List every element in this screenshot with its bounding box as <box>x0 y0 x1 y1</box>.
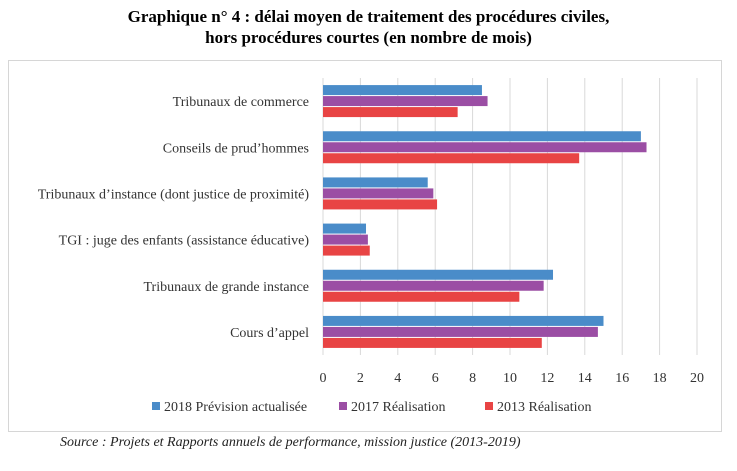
bar <box>323 315 604 326</box>
x-tick-label: 6 <box>432 371 439 386</box>
category-label: Tribunaux de commerce <box>173 95 309 110</box>
bar <box>323 326 598 337</box>
legend-swatch <box>152 402 160 410</box>
bars <box>323 85 647 348</box>
legend-label: 2017 Réalisation <box>351 400 446 415</box>
bar <box>323 234 368 245</box>
legend-label: 2013 Réalisation <box>497 400 592 415</box>
category-label: Tribunaux de grande instance <box>144 280 310 295</box>
source-note: Source : Projets et Rapports annuels de … <box>60 435 521 450</box>
category-label: Conseils de prud’hommes <box>163 141 309 156</box>
bar <box>323 85 482 96</box>
bar <box>323 245 370 256</box>
legend-swatch <box>339 402 347 410</box>
gridlines <box>322 78 698 355</box>
bar <box>323 188 434 199</box>
legend-swatch <box>485 402 493 410</box>
x-tick-label: 2 <box>357 371 364 386</box>
bar <box>323 131 641 142</box>
bar <box>323 269 554 280</box>
legend: 2018 Prévision actualisée 2017 Réalisatio… <box>152 400 592 415</box>
chart-title: Graphique n° 4 : délai moyen de traiteme… <box>0 6 737 48</box>
chart-title-line-1: Graphique n° 4 : délai moyen de traiteme… <box>127 7 610 26</box>
x-tick-label: 20 <box>690 371 704 386</box>
x-tick-label: 8 <box>469 371 476 386</box>
bar <box>323 142 647 153</box>
bar <box>323 177 428 188</box>
bar <box>323 337 542 348</box>
bar <box>323 96 488 107</box>
category-label: Cours d’appel <box>230 326 309 341</box>
x-tick-label: 18 <box>653 371 667 386</box>
x-tick-label: 16 <box>615 371 629 386</box>
x-tick-label: 10 <box>503 371 517 386</box>
category-labels: Tribunaux de commerce Conseils de prud’ho… <box>38 95 310 341</box>
category-label: Tribunaux d’instance (dont justice de pr… <box>38 187 310 202</box>
legend-label: 2018 Prévision actualisée <box>164 400 307 415</box>
bar <box>323 153 580 164</box>
category-label: TGI : juge des enfants (assistance éduca… <box>59 234 310 249</box>
x-tick-label: 4 <box>394 371 401 386</box>
bar <box>323 223 367 234</box>
x-tick-labels: 0 2 4 6 8 10 12 14 16 18 20 <box>320 371 705 386</box>
bar <box>323 280 544 291</box>
x-tick-label: 12 <box>540 371 554 386</box>
bar <box>323 199 438 210</box>
bar <box>323 291 520 302</box>
bar <box>323 107 458 118</box>
x-tick-label: 14 <box>578 371 592 386</box>
chart-frame <box>8 60 722 432</box>
x-tick-label: 0 <box>320 371 327 386</box>
chart-title-line-2: hors procédures courtes (en nombre de mo… <box>205 28 532 47</box>
